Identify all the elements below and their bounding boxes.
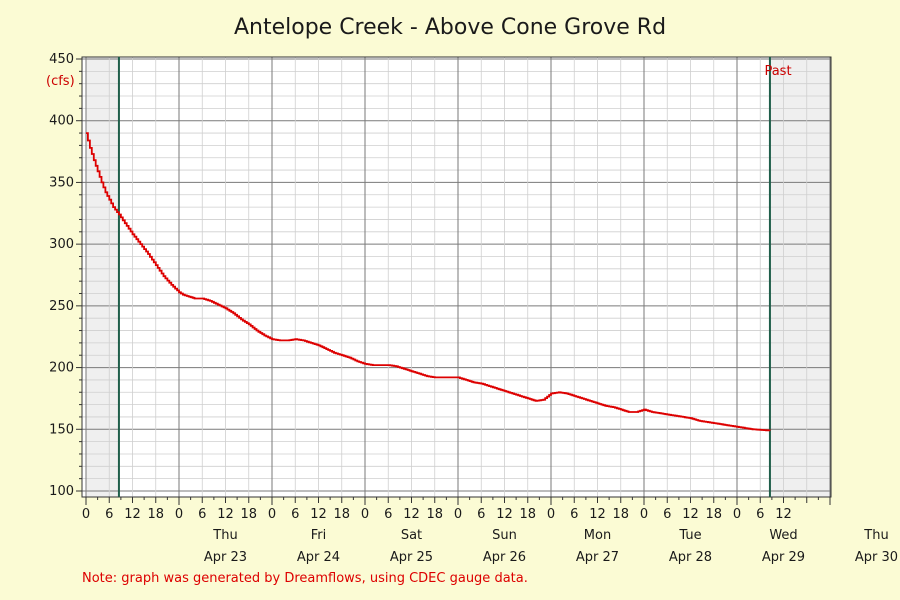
marker-lines bbox=[117, 57, 771, 497]
plot-frame bbox=[81, 56, 832, 498]
x-hour-label: 18 bbox=[705, 507, 722, 522]
x-hour-label: 12 bbox=[682, 507, 699, 522]
day-date-label: Apr 28 bbox=[669, 550, 712, 565]
x-hour-label: 6 bbox=[663, 507, 671, 522]
x-hour-label: 0 bbox=[733, 507, 741, 522]
y-tick-label: 250 bbox=[49, 299, 74, 314]
day-labels: Thu Apr 23 Fri Apr 24 Sat Apr 25 Sun Apr 26 Mon A… bbox=[204, 528, 898, 565]
x-hour-label: 18 bbox=[147, 507, 164, 522]
day-date-label: Apr 29 bbox=[762, 550, 805, 565]
x-hour-label: 12 bbox=[403, 507, 420, 522]
y-tick-label: 150 bbox=[49, 422, 74, 437]
x-hour-label: 0 bbox=[454, 507, 462, 522]
x-hour-label: 0 bbox=[640, 507, 648, 522]
y-tick-label: 300 bbox=[49, 237, 74, 252]
y-tick-label: 400 bbox=[49, 114, 74, 129]
shaded-regions bbox=[82, 57, 831, 497]
day-weekday-label: Sat bbox=[401, 528, 422, 543]
chart-title: Antelope Creek - Above Cone Grove Rd bbox=[234, 15, 666, 40]
y-tick-label: 350 bbox=[49, 175, 74, 190]
day-weekday-label: Wed bbox=[769, 528, 797, 543]
x-hour-label: 0 bbox=[547, 507, 555, 522]
day-weekday-label: Tue bbox=[678, 528, 701, 543]
past-label: Past bbox=[764, 64, 791, 79]
footer-note: Note: graph was generated by Dreamflows,… bbox=[82, 571, 528, 586]
x-hour-label: 12 bbox=[124, 507, 141, 522]
grid-lines bbox=[81, 56, 832, 498]
x-hour-label: 12 bbox=[310, 507, 327, 522]
x-hour-label: 0 bbox=[82, 507, 90, 522]
x-hour-label: 6 bbox=[477, 507, 485, 522]
day-date-label: Apr 23 bbox=[204, 550, 247, 565]
day-date-label: Apr 30 bbox=[855, 550, 898, 565]
y-tick-label: 450 bbox=[49, 52, 74, 67]
x-hour-label: 6 bbox=[291, 507, 299, 522]
x-hour-label: 18 bbox=[519, 507, 536, 522]
x-hour-label: 12 bbox=[589, 507, 606, 522]
x-hour-label: 0 bbox=[361, 507, 369, 522]
day-weekday-label: Thu bbox=[863, 528, 888, 543]
x-hour-label: 18 bbox=[612, 507, 629, 522]
x-hour-label: 12 bbox=[217, 507, 234, 522]
y-tick-label: 200 bbox=[49, 361, 74, 376]
day-date-label: Apr 24 bbox=[297, 550, 340, 565]
day-weekday-label: Sun bbox=[492, 528, 517, 543]
x-hour-label: 0 bbox=[175, 507, 183, 522]
x-tick-labels: 0 6 12 18 0 6 12 18 0 6 12 18 0 6 12 18 0 6 12 18 0 6 12 18 0 6 12… bbox=[82, 507, 792, 522]
x-hour-label: 0 bbox=[268, 507, 276, 522]
x-hour-label: 12 bbox=[496, 507, 513, 522]
x-hour-label: 18 bbox=[426, 507, 443, 522]
x-hour-label: 12 bbox=[775, 507, 792, 522]
day-date-label: Apr 27 bbox=[576, 550, 619, 565]
shaded-region bbox=[86, 57, 119, 497]
series-group bbox=[86, 132, 771, 432]
axis-ticks bbox=[76, 58, 831, 505]
day-weekday-label: Thu bbox=[212, 528, 237, 543]
x-hour-label: 18 bbox=[240, 507, 257, 522]
day-date-label: Apr 25 bbox=[390, 550, 433, 565]
x-hour-label: 6 bbox=[198, 507, 206, 522]
x-hour-label: 6 bbox=[756, 507, 764, 522]
x-hour-label: 18 bbox=[333, 507, 350, 522]
x-hour-label: 6 bbox=[570, 507, 578, 522]
y-tick-labels: 100 150 200 250 300 350 400 450 bbox=[49, 52, 74, 499]
x-hour-label: 6 bbox=[105, 507, 113, 522]
y-axis-unit-label: (cfs) bbox=[46, 74, 75, 89]
day-date-label: Apr 26 bbox=[483, 550, 526, 565]
day-weekday-label: Mon bbox=[584, 528, 611, 543]
y-tick-label: 100 bbox=[49, 484, 74, 499]
flow-series-line bbox=[86, 132, 771, 432]
plot-background bbox=[82, 57, 831, 497]
x-hour-label: 6 bbox=[384, 507, 392, 522]
day-weekday-label: Fri bbox=[311, 528, 327, 543]
shaded-region bbox=[769, 57, 830, 497]
